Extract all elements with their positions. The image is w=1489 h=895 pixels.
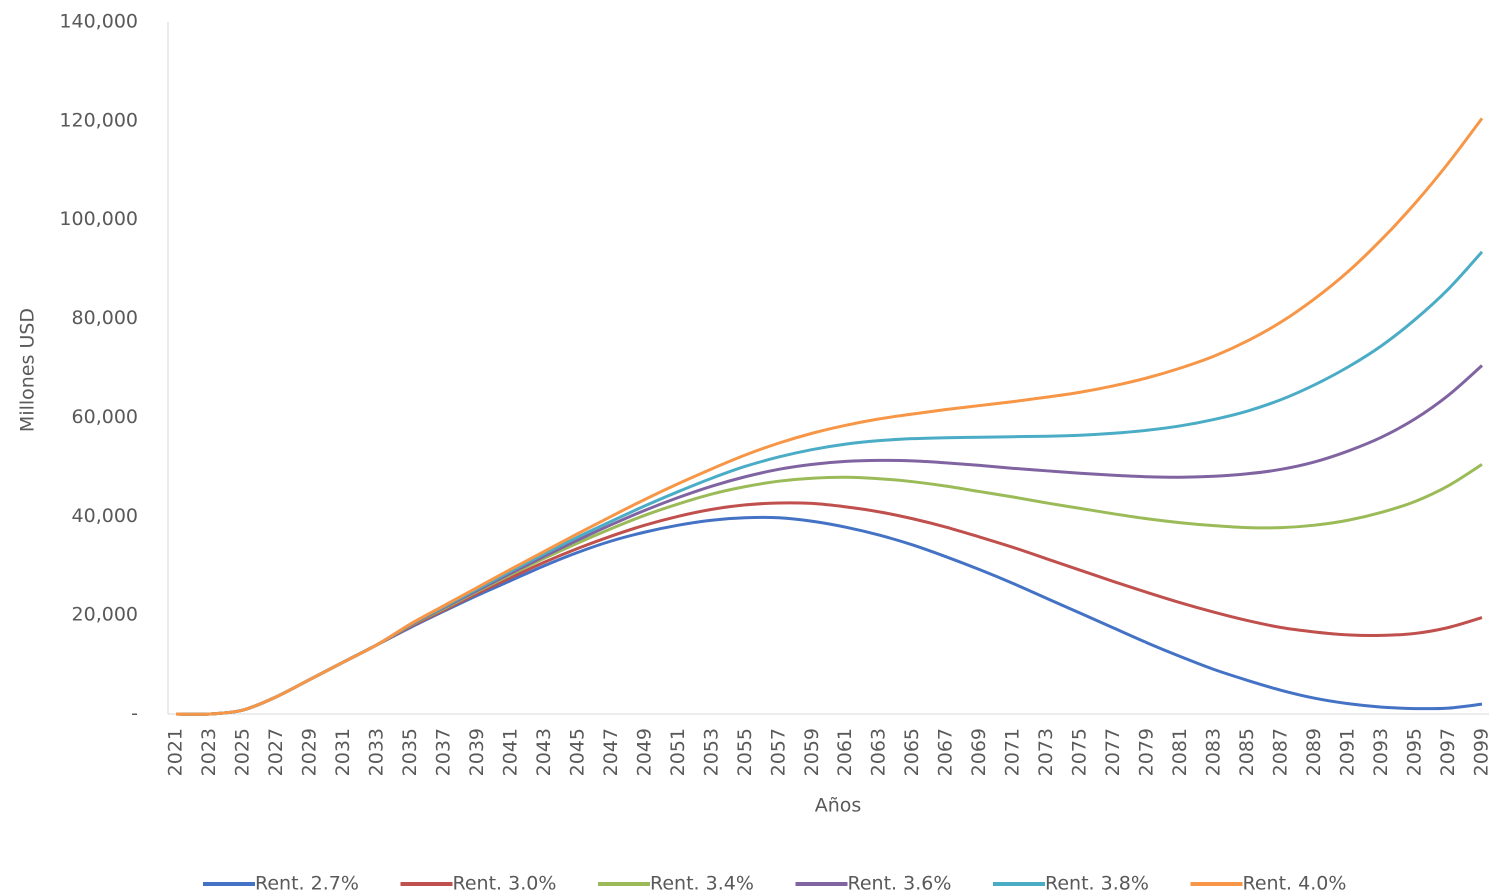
x-tick-label: 2077 [1102,728,1124,776]
series-line [175,117,1484,716]
x-tick-label: 2061 [834,728,856,776]
x-tick-label: 2039 [466,728,488,776]
y-tick-label: 40,000 [72,505,138,527]
x-tick-label: 2041 [499,728,521,776]
x-tick-label: 2027 [265,728,287,776]
x-tick-label: 2029 [298,728,320,776]
x-tick-label: 2079 [1136,728,1158,776]
y-tick-label: 100,000 [59,208,138,230]
x-tick-label: 2043 [533,728,555,776]
x-tick-label: 2035 [399,728,421,776]
x-axis-title: Años [815,795,862,817]
x-tick-label: 2097 [1437,728,1459,776]
legend-label: Rent. 3.6% [848,873,952,895]
x-tick-label: 2093 [1370,728,1392,776]
y-tick-label: 60,000 [72,406,138,428]
x-tick-label: 2037 [432,728,454,776]
x-tick-label: 2047 [600,728,622,776]
x-tick-label: 2073 [1035,728,1057,776]
x-tick-label: 2099 [1471,728,1489,776]
y-tick-label: 20,000 [72,604,138,626]
x-tick-label: 2025 [231,728,253,776]
legend-label: Rent. 3.8% [1045,873,1149,895]
x-tick-label: 2081 [1169,728,1191,776]
x-tick-label: 2095 [1404,728,1426,776]
x-tick-label: 2067 [935,728,957,776]
series-line [175,463,1483,716]
series-line [175,515,1483,716]
y-tick-label: 80,000 [72,307,138,329]
y-axis-title: Millones USD [17,308,39,432]
x-tick-label: 2065 [901,728,923,776]
x-tick-label: 2063 [868,728,890,776]
x-tick-label: 2033 [365,728,387,776]
x-tick-label: 2045 [566,728,588,776]
legend-label: Rent. 4.0% [1243,873,1347,895]
legend-label: Rent. 3.0% [453,873,557,895]
legend-label: Rent. 3.4% [650,873,754,895]
x-tick-label: 2071 [1002,728,1024,776]
x-tick-label: 2059 [801,728,823,776]
legend-label: Rent. 2.7% [255,873,359,895]
x-tick-label: 2069 [968,728,990,776]
x-tick-label: 2053 [700,728,722,776]
x-tick-label: 2057 [767,728,789,776]
x-tick-label: 2055 [734,728,756,776]
x-tick-label: 2051 [667,728,689,776]
x-tick-label: 2083 [1203,728,1225,776]
x-tick-label: 2089 [1303,728,1325,776]
x-tick-label: 2049 [633,728,655,776]
x-tick-label: 2085 [1236,728,1258,776]
x-tick-label: 2091 [1337,728,1359,776]
series-line [175,364,1483,716]
x-tick-label: 2075 [1069,728,1091,776]
y-tick-label: - [131,703,138,725]
x-tick-label: 2031 [332,728,354,776]
x-tick-label: 2021 [165,728,187,776]
x-tick-label: 2023 [198,728,220,776]
y-tick-label: 120,000 [59,109,138,131]
series-line [175,250,1484,716]
series-line [175,501,1483,716]
y-tick-label: 140,000 [59,11,138,33]
x-tick-label: 2087 [1270,728,1292,776]
